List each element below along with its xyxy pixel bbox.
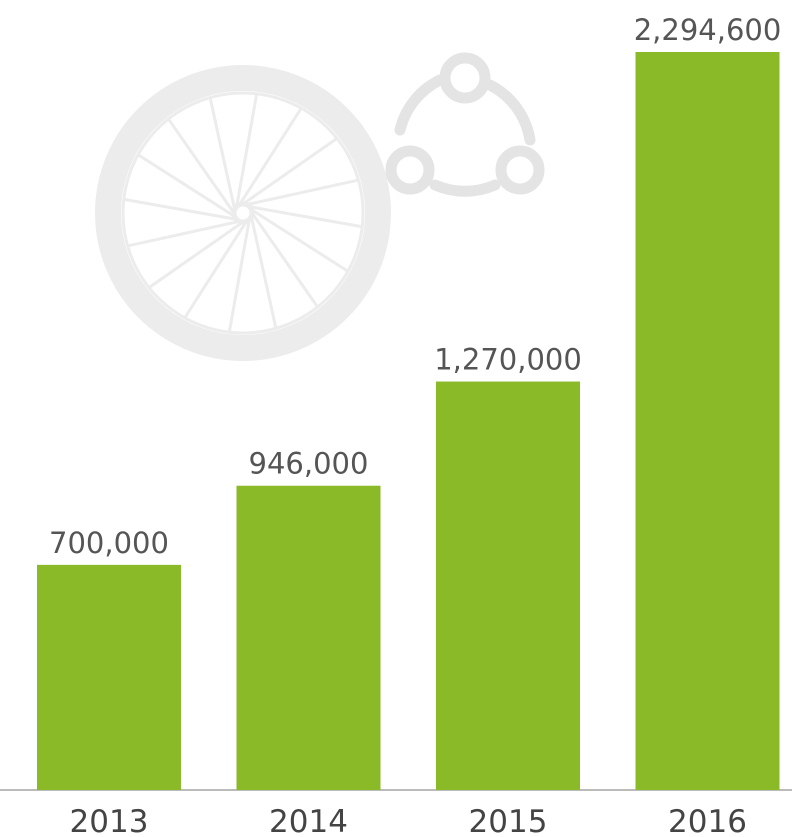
value-label: 700,000 [49,526,169,560]
spoke [229,219,249,332]
spoke [124,199,237,219]
bar [237,486,381,790]
share-arc [435,185,495,191]
share-node [501,151,539,189]
share-arc [490,85,530,140]
x-tick-label: 2014 [269,804,348,837]
bar [636,52,780,790]
wheel-rim [108,78,378,348]
value-label: 1,270,000 [434,343,582,377]
spoke [237,94,257,207]
x-tick-label: 2016 [668,804,747,837]
bar [37,565,181,790]
spoke [210,98,235,210]
spoke [246,180,358,205]
spoke [249,207,362,227]
page: 700,000 2013 946,000 2014 1,270,000 2015 2,294… [0,0,792,837]
share-node [445,58,485,98]
bar [436,382,580,790]
x-tick-label: 2015 [469,804,548,837]
value-label: 946,000 [249,447,369,481]
value-label: 2,294,600 [634,13,782,47]
background-illustration [108,58,539,348]
wheel-inner-rim [123,93,363,333]
wheel-hub [234,204,252,222]
x-tick-label: 2013 [70,804,149,837]
spoke [138,155,235,217]
spoke [251,216,276,328]
spoke [128,221,240,246]
spoke [240,108,302,205]
share-arc [400,80,440,130]
spoke [185,221,247,318]
chart: 700,000 2013 946,000 2014 1,270,000 2015 2,294… [0,0,792,837]
share-node [391,151,429,189]
wheel-spokes [124,94,362,332]
spoke [251,210,348,272]
